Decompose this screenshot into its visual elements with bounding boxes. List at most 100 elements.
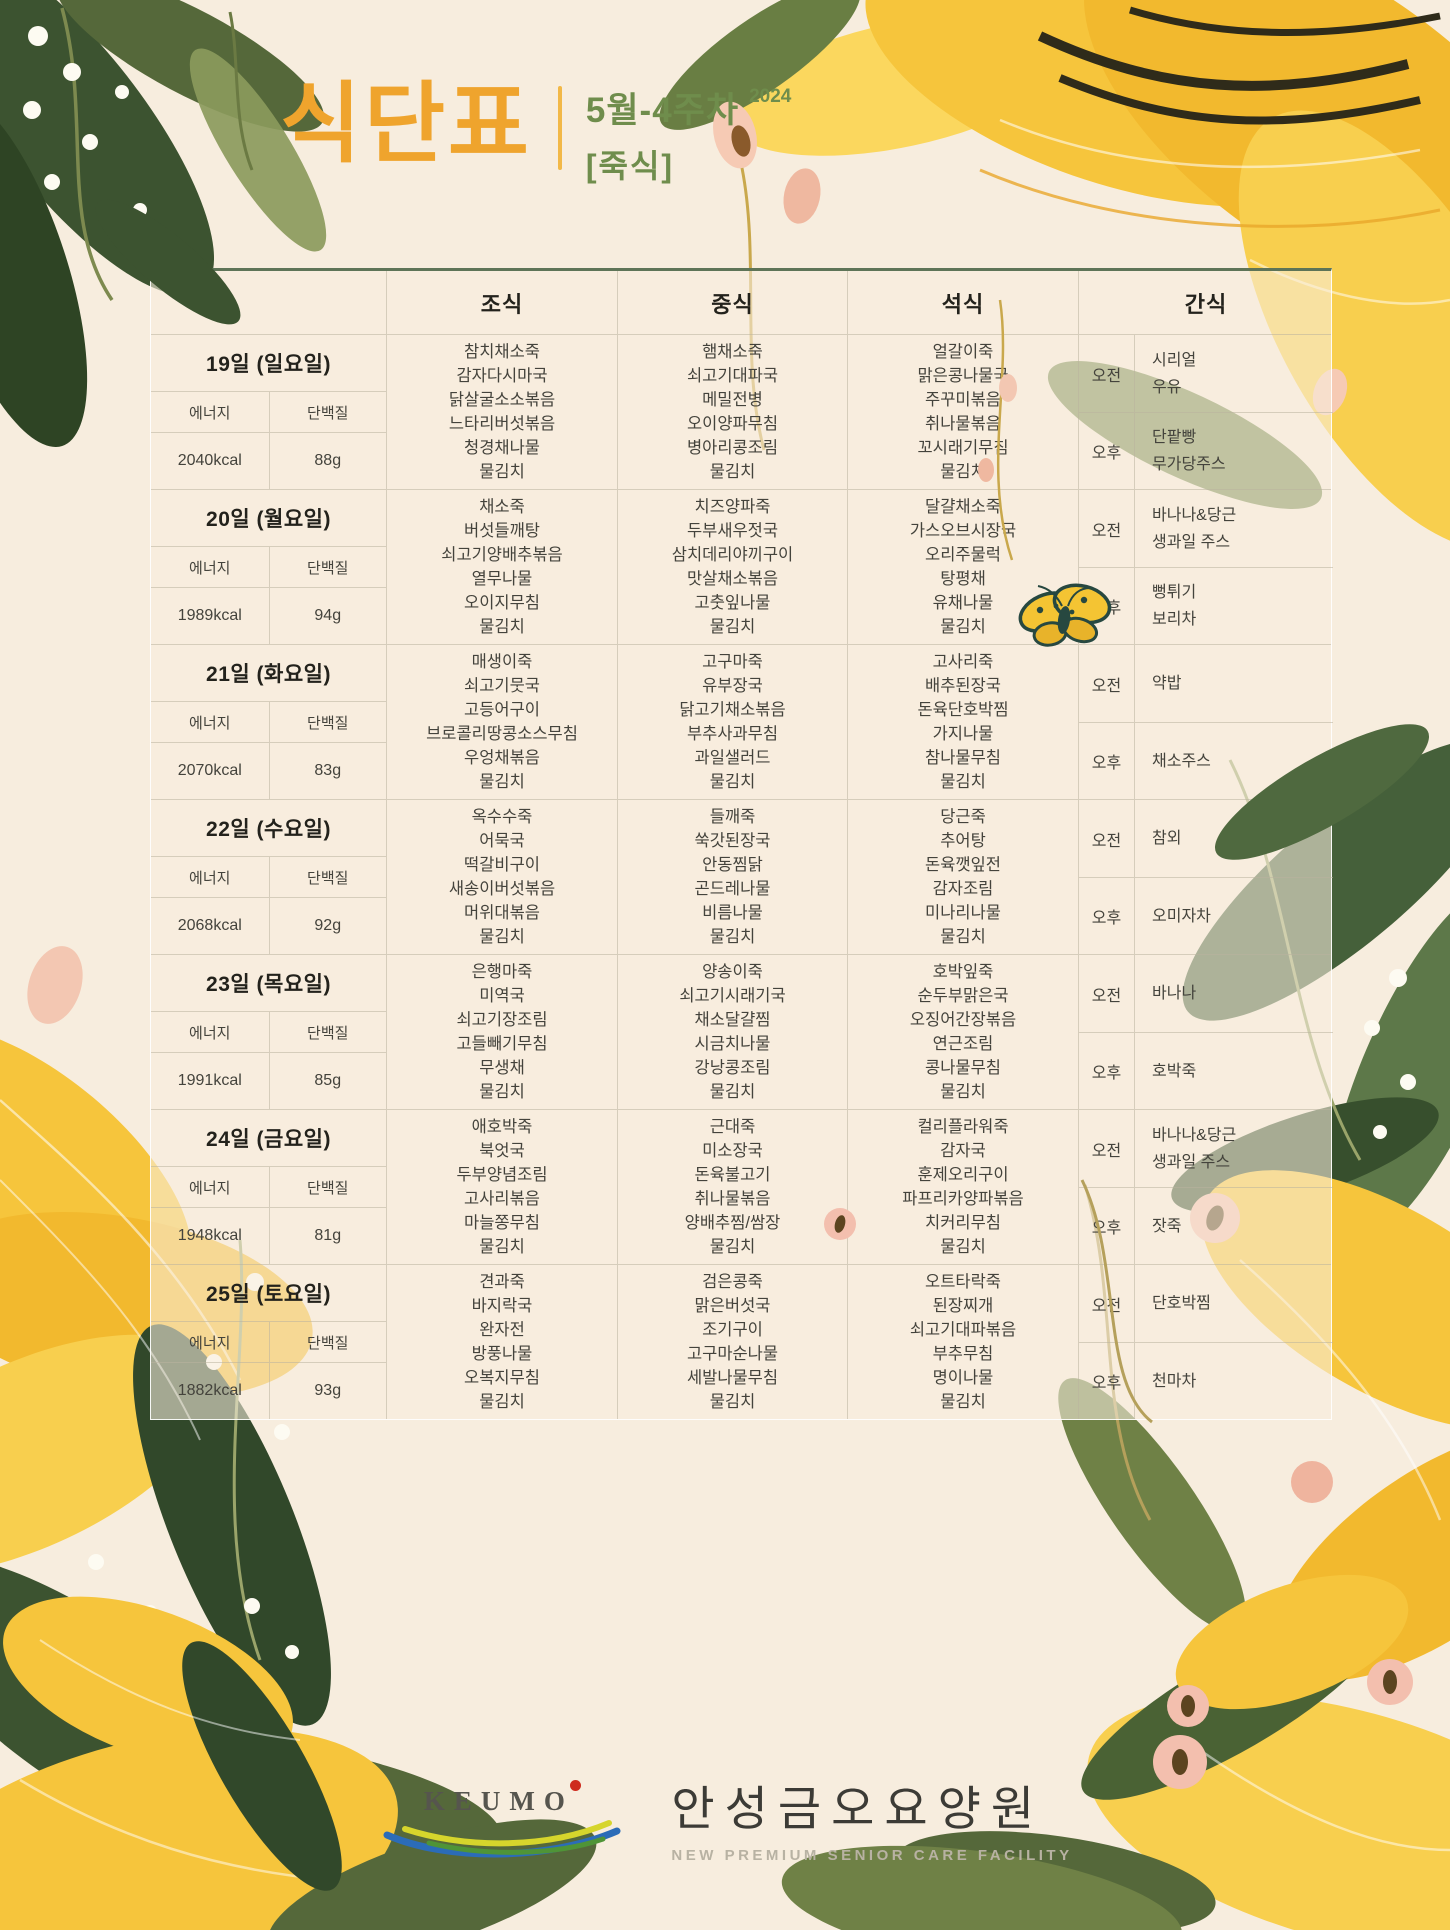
protein-label: 단백질 bbox=[268, 392, 386, 433]
title-week: 5월-4주차 bbox=[585, 91, 740, 130]
menu-item: 돈육불고기 bbox=[694, 1165, 771, 1184]
menu-item: 바나나&당근 bbox=[1152, 506, 1237, 524]
day-row: 21일 (화요일) 에너지 단백질 2070kcal 83g 매생이죽 쇠고기뭇국… bbox=[151, 644, 1333, 799]
afternoon-label: 오후 bbox=[1078, 1343, 1134, 1419]
menu-item: 느타리버섯볶음 bbox=[448, 414, 556, 433]
table-header-row: 조식 중식 석식 간식 bbox=[151, 271, 1331, 335]
energy-label: 에너지 bbox=[151, 1167, 269, 1208]
afternoon-snack-cell: 채소주스 bbox=[1134, 723, 1333, 799]
menu-item: 안동찜닭 bbox=[702, 855, 763, 874]
menu-item: 비름나물 bbox=[702, 903, 763, 922]
menu-item: 명이나물 bbox=[932, 1368, 994, 1387]
menu-item: 취나물볶음 bbox=[694, 1189, 771, 1208]
menu-item: 보리차 bbox=[1152, 611, 1197, 628]
menu-item: 유채나물 bbox=[932, 593, 994, 612]
lunch-header: 중식 bbox=[617, 271, 847, 334]
menu-item: 컬리플라워죽 bbox=[917, 1117, 1009, 1136]
energy-label: 에너지 bbox=[151, 857, 269, 898]
lunch-menu-cell: 고구마죽 유부장국 닭고기채소볶음 부추사과무침 과일샐러드 물김치 bbox=[617, 645, 847, 799]
afternoon-label: 오후 bbox=[1078, 413, 1134, 489]
afternoon-snack-row: 오후 천마차 bbox=[1078, 1342, 1333, 1419]
afternoon-snack-cell: 천마차 bbox=[1134, 1343, 1333, 1419]
lunch-menu-cell: 양송이죽 쇠고기시래기국 채소달걀찜 시금치나물 강낭콩조림 물김치 bbox=[617, 955, 847, 1109]
organization-name: 안성금오요양원 bbox=[671, 1782, 1045, 1835]
menu-item: 버섯들깨탕 bbox=[464, 521, 540, 540]
menu-item: 참치채소죽 bbox=[464, 342, 540, 361]
menu-item: 추어탕 bbox=[940, 831, 986, 850]
afternoon-label: 오후 bbox=[1078, 878, 1134, 954]
menu-item: 오미자차 bbox=[1152, 907, 1211, 925]
menu-item: 감자다시마국 bbox=[456, 366, 548, 385]
menu-item: 매생이죽 bbox=[471, 652, 533, 671]
breakfast-menu-cell: 은행마죽 미역국 쇠고기장조림 고들빼기무침 무생채 물김치 bbox=[386, 955, 617, 1109]
menu-item: 된장찌개 bbox=[932, 1296, 994, 1315]
menu-item: 청경채나물 bbox=[464, 438, 540, 457]
menu-item: 물김치 bbox=[709, 927, 756, 946]
menu-item: 유부장국 bbox=[702, 676, 763, 695]
menu-item: 바지락국 bbox=[471, 1296, 533, 1315]
menu-item: 북엇국 bbox=[479, 1141, 525, 1160]
menu-item: 물김치 bbox=[479, 927, 525, 946]
menu-item: 채소주스 bbox=[1152, 752, 1211, 770]
menu-item: 물김치 bbox=[479, 1392, 525, 1411]
morning-snack-cell: 시리얼 우유 bbox=[1134, 335, 1333, 412]
menu-item: 배추된장국 bbox=[925, 676, 1001, 695]
nutrition-box: 에너지 단백질 1948kcal 81g bbox=[151, 1166, 386, 1264]
menu-item: 가스오브시장국 bbox=[909, 521, 1017, 540]
menu-item: 검은콩죽 bbox=[702, 1272, 763, 1291]
menu-item: 쇠고기장조림 bbox=[456, 1010, 548, 1029]
menu-item: 미역국 bbox=[479, 986, 525, 1005]
morning-snack-row: 오전 바나나 bbox=[1078, 955, 1333, 1032]
protein-label: 단백질 bbox=[268, 547, 386, 588]
snack-header: 간식 bbox=[1078, 271, 1333, 334]
menu-item: 은행마죽 bbox=[471, 962, 533, 981]
breakfast-header: 조식 bbox=[386, 271, 617, 334]
menu-item: 약밥 bbox=[1152, 675, 1182, 692]
dinner-menu-cell: 컬리플라워죽 감자국 훈제오리구이 파프리카양파볶음 치커리무침 물김치 bbox=[847, 1110, 1078, 1264]
afternoon-snack-row: 오후 호박죽 bbox=[1078, 1032, 1333, 1109]
menu-item: 훈제오리구이 bbox=[917, 1165, 1009, 1184]
morning-label: 오전 bbox=[1078, 800, 1134, 877]
menu-item: 주꾸미볶음 bbox=[925, 390, 1001, 409]
energy-value: 1948kcal bbox=[177, 1227, 242, 1244]
menu-item: 생과일 주스 bbox=[1152, 533, 1231, 551]
lunch-menu-cell: 검은콩죽 맑은버섯국 조기구이 고구마순나물 세발나물무침 물김치 bbox=[617, 1265, 847, 1419]
menu-item: 오이양파무침 bbox=[686, 414, 779, 433]
menu-item: 물김치 bbox=[709, 617, 756, 636]
menu-item: 물김치 bbox=[709, 462, 756, 481]
day-row: 25일 (토요일) 에너지 단백질 1882kcal 93g 견과죽 바지락국 완자… bbox=[151, 1264, 1333, 1419]
afternoon-snack-row: 오후 오미자차 bbox=[1078, 877, 1333, 954]
title-meal-type: [죽식] bbox=[585, 148, 675, 184]
menu-item: 물김치 bbox=[940, 772, 986, 791]
nutrition-box: 에너지 단백질 1882kcal 93g bbox=[151, 1321, 386, 1419]
morning-snack-row: 오전 약밥 bbox=[1078, 645, 1333, 722]
menu-item: 뻥튀기 bbox=[1152, 584, 1197, 601]
menu-item: 맑은콩나물국 bbox=[917, 366, 1009, 385]
menu-item: 가지나물 bbox=[932, 724, 994, 743]
breakfast-menu-cell: 매생이죽 쇠고기뭇국 고등어구이 브로콜리땅콩소스무침 우엉채볶음 물김치 bbox=[386, 645, 617, 799]
menu-item: 꼬시래기무침 bbox=[917, 438, 1009, 457]
afternoon-snack-cell: 잣죽 bbox=[1134, 1188, 1333, 1264]
menu-item: 쇠고기양배추볶음 bbox=[441, 545, 563, 564]
afternoon-label: 오후 bbox=[1078, 568, 1134, 644]
menu-item: 방풍나물 bbox=[471, 1344, 533, 1363]
menu-item: 햄채소죽 bbox=[702, 342, 763, 361]
energy-value: 1989kcal bbox=[177, 607, 242, 624]
menu-item: 마늘쫑무침 bbox=[464, 1213, 540, 1232]
menu-item: 세발나물무침 bbox=[686, 1368, 779, 1387]
day-info-cell: 25일 (토요일) 에너지 단백질 1882kcal 93g bbox=[151, 1265, 386, 1419]
morning-snack-cell: 참외 bbox=[1134, 800, 1333, 877]
morning-snack-row: 오전 단호박찜 bbox=[1078, 1265, 1333, 1342]
menu-item: 콩나물무침 bbox=[925, 1058, 1001, 1077]
breakfast-menu-cell: 채소죽 버섯들깨탕 쇠고기양배추볶음 열무나물 오이지무침 물김치 bbox=[386, 490, 617, 644]
nutrition-box: 에너지 단백질 2040kcal 88g bbox=[151, 391, 386, 489]
morning-label: 오전 bbox=[1078, 335, 1134, 412]
menu-item: 열무나물 bbox=[471, 569, 533, 588]
menu-item: 곤드레나물 bbox=[694, 879, 771, 898]
menu-item: 파프리카양파볶음 bbox=[902, 1189, 1024, 1208]
menu-item: 무가당주스 bbox=[1152, 456, 1226, 473]
menu-item: 취나물볶음 bbox=[925, 414, 1001, 433]
menu-item: 두부새우젓국 bbox=[686, 521, 779, 540]
menu-item: 물김치 bbox=[940, 927, 986, 946]
